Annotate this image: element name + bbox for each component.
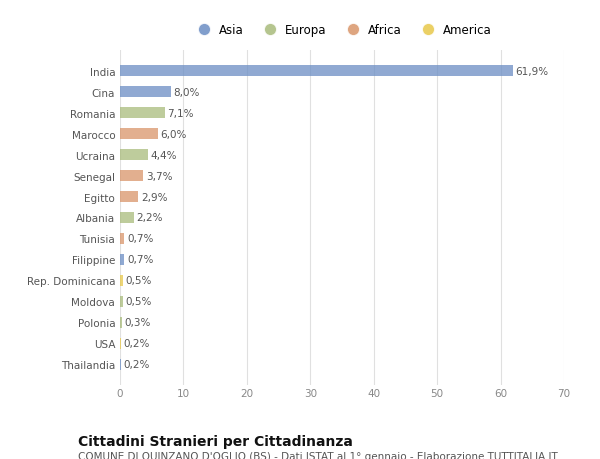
Text: 2,2%: 2,2% [136,213,163,223]
Text: 2,9%: 2,9% [141,192,167,202]
Text: COMUNE DI QUINZANO D'OGLIO (BS) - Dati ISTAT al 1° gennaio - Elaborazione TUTTIT: COMUNE DI QUINZANO D'OGLIO (BS) - Dati I… [78,451,558,459]
Legend: Asia, Europa, Africa, America: Asia, Europa, Africa, America [187,20,497,42]
Text: 0,7%: 0,7% [127,255,154,265]
Bar [120,338,121,349]
Bar [120,107,165,119]
Text: 0,2%: 0,2% [124,339,150,349]
Text: 6,0%: 6,0% [161,129,187,139]
Bar [120,254,124,266]
Text: 4,4%: 4,4% [151,150,177,160]
Bar [120,359,121,370]
Bar [120,87,171,98]
Bar [120,129,158,140]
Bar [120,150,148,161]
Text: 0,7%: 0,7% [127,234,154,244]
Text: Cittadini Stranieri per Cittadinanza: Cittadini Stranieri per Cittadinanza [78,434,353,448]
Bar [120,212,134,224]
Text: 0,5%: 0,5% [126,276,152,286]
Text: 0,5%: 0,5% [126,297,152,307]
Text: 7,1%: 7,1% [167,108,194,118]
Text: 0,2%: 0,2% [124,359,150,369]
Bar [120,296,123,308]
Bar [120,191,139,203]
Bar [120,233,124,245]
Bar [120,317,122,329]
Bar [120,66,512,77]
Text: 61,9%: 61,9% [515,67,548,77]
Bar [120,170,143,182]
Text: 8,0%: 8,0% [173,87,200,97]
Text: 0,3%: 0,3% [124,318,151,328]
Bar [120,275,123,286]
Text: 3,7%: 3,7% [146,171,173,181]
